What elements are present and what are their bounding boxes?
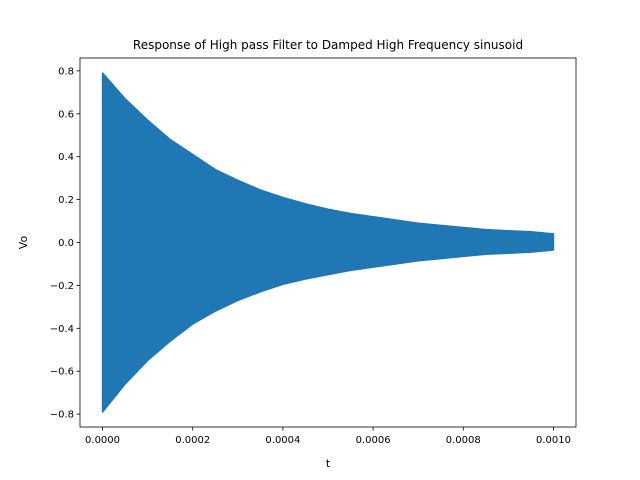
x-tick-label: 0.0000 xyxy=(85,435,120,446)
x-tick-label: 0.0010 xyxy=(536,435,571,446)
x-tick-label: 0.0004 xyxy=(265,435,300,446)
x-tick-label: 0.0008 xyxy=(446,435,481,446)
x-tick-label: 0.0006 xyxy=(356,435,391,446)
plot-area xyxy=(101,72,555,413)
y-tick-label: 0.8 xyxy=(58,66,74,77)
x-axis-label: t xyxy=(326,457,331,470)
y-tick-label: 0.4 xyxy=(58,152,74,163)
series-0-envelope xyxy=(101,72,555,413)
y-tick-label: −0.4 xyxy=(50,324,74,335)
y-tick-label: 0.2 xyxy=(58,195,74,206)
x-tick-label: 0.0002 xyxy=(175,435,210,446)
y-tick-label: 0.6 xyxy=(58,109,74,120)
y-tick-label: 0.0 xyxy=(58,238,74,249)
y-tick-label: −0.6 xyxy=(50,367,74,378)
y-tick-label: −0.8 xyxy=(50,410,74,421)
y-axis-label: Vo xyxy=(17,236,30,250)
y-tick-label: −0.2 xyxy=(50,281,74,292)
x-axis-ticks: 0.0000 0.0002 0.0004 0.0006 0.0008 0.0010 xyxy=(85,427,571,446)
axes-frame xyxy=(79,57,577,428)
y-axis-ticks: −0.8 −0.6 −0.4 −0.2 0.0 0.2 0.4 0.6 0.8 xyxy=(50,66,80,421)
chart-title: Response of High pass Filter to Damped H… xyxy=(133,38,523,52)
